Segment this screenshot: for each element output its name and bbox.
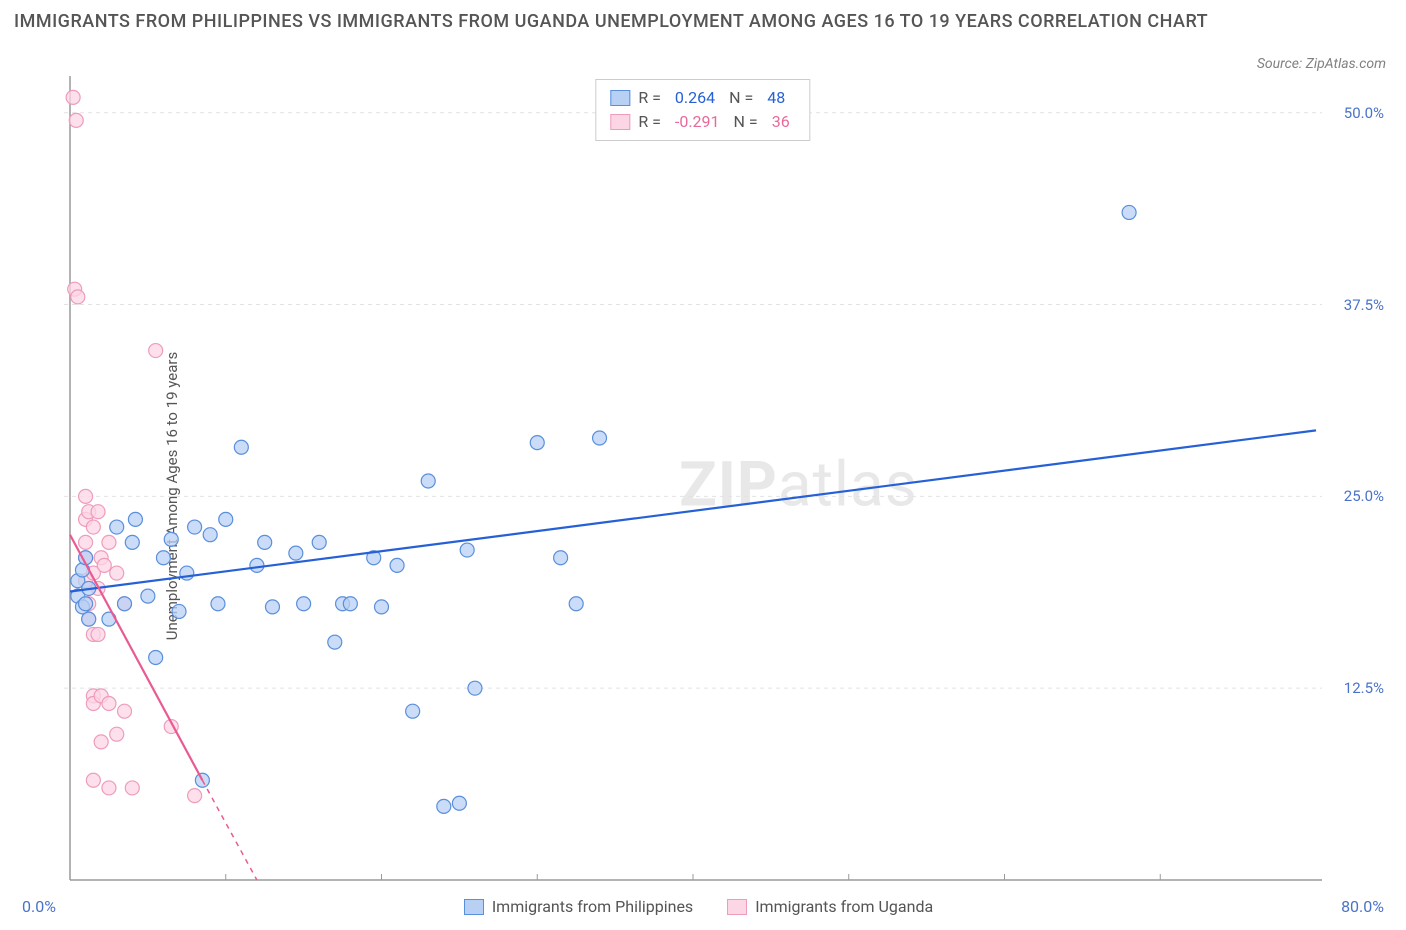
r-label: R = [638, 110, 661, 134]
correlation-legend: R = 0.264 N = 48 R = -0.291 N = 36 [595, 79, 810, 141]
y-tick-label: 25.0% [1344, 487, 1384, 505]
y-tick-label: 37.5% [1344, 296, 1384, 314]
chart-area: Unemployment Among Ages 16 to 19 years R… [14, 76, 1392, 916]
legend-row-pink: R = -0.291 N = 36 [610, 110, 795, 134]
n-label: N = [734, 110, 758, 134]
legend-row-blue: R = 0.264 N = 48 [610, 86, 795, 110]
n-value-pink: 36 [772, 110, 790, 134]
series1-label: Immigrants from Philippines [492, 897, 693, 916]
swatch-blue-icon [464, 899, 484, 915]
x-min-label: 0.0% [22, 897, 56, 916]
swatch-pink-icon [610, 114, 630, 130]
y-tick-label: 50.0% [1344, 104, 1384, 122]
n-label: N = [729, 86, 753, 110]
r-label: R = [638, 86, 661, 110]
swatch-pink-icon [727, 899, 747, 915]
legend-item-pink: Immigrants from Uganda [727, 897, 933, 916]
scatter-plot [64, 76, 1322, 886]
swatch-blue-icon [610, 90, 630, 106]
chart-title: IMMIGRANTS FROM PHILIPPINES VS IMMIGRANT… [14, 8, 1226, 35]
legend-item-blue: Immigrants from Philippines [464, 897, 693, 916]
n-value-blue: 48 [767, 86, 785, 110]
y-tick-label: 12.5% [1344, 679, 1384, 697]
r-value-pink: -0.291 [675, 110, 720, 134]
series-legend: Immigrants from Philippines Immigrants f… [464, 897, 933, 916]
x-max-label: 80.0% [1341, 897, 1384, 916]
r-value-blue: 0.264 [675, 86, 715, 110]
x-axis-legend: 0.0% Immigrants from Philippines Immigra… [14, 897, 1392, 916]
series2-label: Immigrants from Uganda [755, 897, 933, 916]
source-attribution: Source: ZipAtlas.com [1257, 56, 1386, 72]
